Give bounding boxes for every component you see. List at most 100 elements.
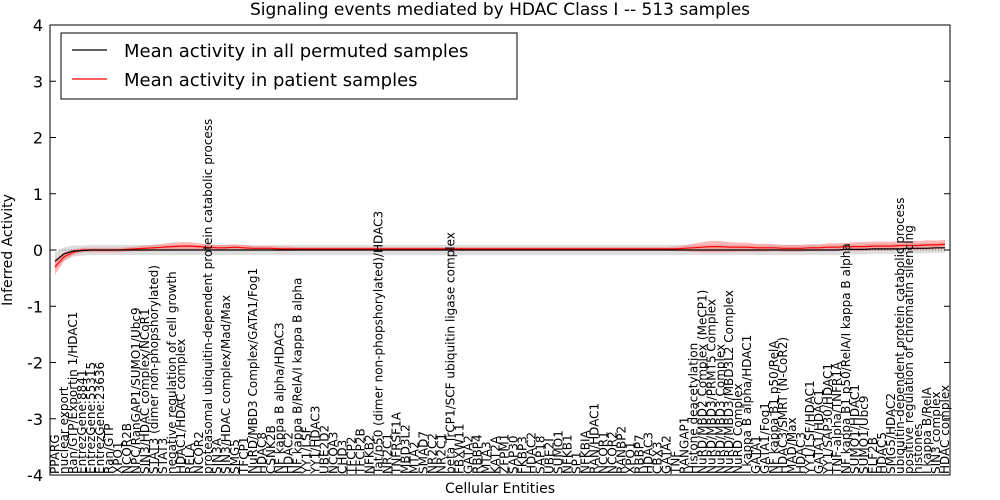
chart-title: Signaling events mediated by HDAC Class …	[250, 0, 750, 20]
x-tick-label: SIN3 complex	[929, 392, 943, 474]
x-tick-label: proteasomal ubiquitin-dependent protein …	[201, 119, 215, 474]
x-tick-label: YY1/HDAC3	[309, 406, 323, 475]
x-tick-label: NCOR1	[596, 431, 610, 474]
x-tick-label: CHD3	[336, 440, 350, 474]
x-tick-label: SMG5/HDAC2	[884, 393, 898, 474]
x-tick-label: I kappa B/RelA	[920, 386, 934, 474]
x-tick-label: HDAC3	[794, 432, 808, 474]
x-tick-label: RELA	[183, 442, 197, 474]
x-tick-label: NuRD Complex	[731, 383, 745, 474]
x-tick-label: RAN/HDAC1	[587, 403, 601, 474]
x-tick-label: CBX3	[650, 442, 664, 474]
x-tick-label: NuRD/MBD3 Complex	[713, 344, 727, 474]
y-tick-label: 2	[33, 129, 43, 148]
x-tick-label: TFCP1	[237, 437, 251, 475]
x-tick-label: SIN3A	[210, 437, 224, 474]
x-tick-label: YY1/LSF/HDAC1	[803, 380, 817, 475]
x-tick-label: GATA1/HDAC1	[812, 389, 826, 474]
x-tick-label: NF kappa B/RelA/I kappa B alpha	[291, 278, 305, 474]
y-axis: -4 -3 -2 -1 0 1 2 3 4	[27, 16, 950, 485]
legend-patient-label: Mean activity in patient samples	[124, 70, 418, 91]
x-tick-label: NCOR2B	[120, 423, 134, 474]
x-tick-label: GATA2	[462, 435, 476, 474]
plot-frame	[49, 24, 951, 476]
x-tick-label: YY1/SAP30/HDAC1	[821, 363, 835, 475]
x-tick-label: NR2C1	[381, 433, 395, 474]
x-tick-label: FKBP3	[516, 436, 530, 474]
x-tick-label: SUMO1/HDAC1	[848, 384, 862, 474]
x-tick-label: histones	[911, 424, 925, 474]
x-tick-label: RBBP7	[632, 434, 646, 474]
y-tick-label: -1	[27, 297, 43, 316]
x-tick-label: Histone deacetylation	[686, 343, 700, 474]
y-tick-label: -4	[27, 466, 43, 485]
series-lines	[54, 243, 946, 268]
x-tick-label: HDAC2	[282, 432, 296, 474]
y-tick-label: 3	[33, 72, 43, 91]
x-tick-label: SUMO1/Ubc9	[857, 395, 871, 474]
x-tick-label: HDAC8	[255, 432, 269, 474]
x-tick-label: SP1	[569, 452, 583, 475]
x-tick-label: HDAC2	[525, 432, 539, 474]
x-tick-label: NF kappa B alpha/HDAC3	[273, 322, 287, 474]
x-tick-label: EntrezGene:55315	[84, 362, 98, 474]
x-tick-label: NFKB1	[560, 434, 574, 474]
x-tick-label: NCOR2	[192, 431, 206, 474]
x-tick-label: ubiquitin-dependent protein catabolic pr…	[893, 198, 907, 474]
x-tick-label: HDAC complex	[938, 385, 952, 474]
x-tick-label: NFKBIA	[578, 429, 592, 474]
x-tick-label: GATA2	[659, 435, 673, 474]
x-tick-label: NF kappa B1 p50/RelA/I kappa B alpha	[839, 243, 853, 474]
x-tick-label: YY1/LSF	[300, 426, 314, 475]
x-tick-label: Ran/GTP	[102, 423, 116, 474]
x-tick-label: RANBP2	[614, 426, 628, 474]
x-tick-label: NFKB2	[363, 434, 377, 474]
x-tick-label: RANGAP1	[677, 417, 691, 474]
x-tick-label: HDAC1/HDAC complex	[174, 339, 188, 474]
y-tick-label: -3	[27, 410, 43, 429]
x-tick-label: PPARG	[48, 434, 62, 474]
x-tick-label: TFCP2	[345, 437, 359, 475]
x-tick-label: NuRD/MBD2 Complex (MeCP1)	[695, 290, 709, 474]
x-tick-label: negative regulation of cell growth	[165, 271, 179, 474]
y-tick-label: 4	[33, 16, 43, 35]
x-tick-label: STAT3 (dimer non-phopshorylated)	[147, 265, 161, 474]
x-tick-label: NuRD/MBD3/MBD3L2 Complex	[722, 290, 736, 474]
x-tick-label: SUMO1	[551, 430, 565, 474]
y-tick-label: 1	[33, 185, 43, 204]
x-axis-label: Cellular Entities	[445, 481, 555, 497]
x-tick-label: I kappa B alpha/HDAC1	[740, 335, 754, 474]
x-tick-label: NCOA3	[327, 432, 341, 474]
x-tick-label: UBE2D2	[318, 425, 332, 474]
x-tick-label: NR2C1	[435, 433, 449, 474]
x-tick-label: UBE2I	[542, 438, 556, 474]
x-tick-label: XPO1	[111, 441, 125, 474]
x-tick-label: NuRD/MBD3/PRMT5 Complex	[704, 299, 718, 474]
x-tick-label: SMG5	[228, 439, 242, 474]
x-tick-label: NR2C2	[426, 433, 440, 474]
x-tick-label: EntrezGene:23636	[93, 362, 107, 474]
x-tick-label: FBXW11	[453, 424, 467, 475]
x-tick-label: MAD/Max	[785, 417, 799, 474]
confidence-bands	[50, 239, 950, 275]
x-tick-label: XPO1	[623, 441, 637, 474]
x-tick-label: KAT2A	[489, 435, 503, 474]
x-tick-label: STAT3	[156, 438, 170, 474]
x-tick-label: Ran/GTP/Exportin 1/HDAC1	[66, 312, 80, 474]
x-tick-label: EntrezGene:8841	[75, 370, 89, 475]
x-tick-label: SIN3/HDAC complex/NCoR1	[138, 308, 152, 474]
x-tick-label: NCOR2	[605, 431, 619, 474]
x-tick-label: Tat/p50 (dimer non-phopshorylated)/HDAC3	[372, 211, 386, 475]
x-tick-label: RBBP4	[471, 434, 485, 474]
x-tick-label: ZFPM1	[498, 434, 512, 474]
x-tick-label: MTA2	[408, 441, 422, 474]
x-tick-label: NuRD/MBD3 Complex/GATA1/Fog1	[246, 268, 260, 474]
y-tick-label: 0	[33, 241, 43, 260]
x-tick-label: TNF	[668, 451, 682, 475]
x-tick-label: TFCP2B	[354, 428, 368, 475]
x-tick-label: SMAD7	[417, 431, 431, 474]
x-tick-label: beta TrCP1/SCF ubiquitin ligase complex	[444, 232, 458, 474]
legend-box	[60, 32, 518, 100]
